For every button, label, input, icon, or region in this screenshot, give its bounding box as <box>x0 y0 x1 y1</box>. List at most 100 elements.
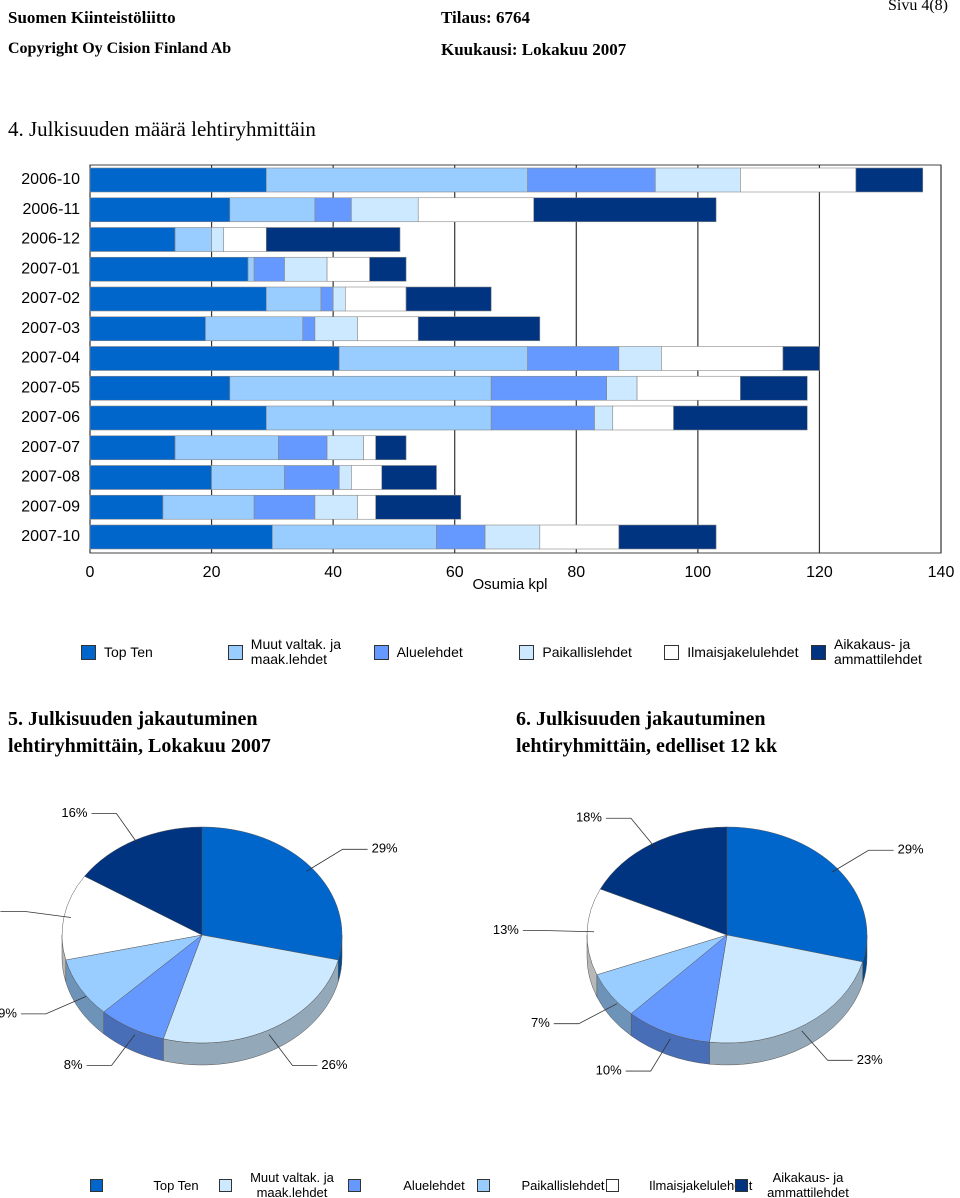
data-label: 23% <box>857 1052 883 1067</box>
bar-segment <box>484 524 541 550</box>
bar-segment <box>229 197 316 223</box>
leader-line <box>831 849 894 873</box>
bar-segment <box>490 375 607 401</box>
bar-segment <box>211 465 285 490</box>
legend-swatch <box>90 1178 103 1192</box>
leader-line <box>91 813 139 846</box>
bar-segment <box>253 494 316 520</box>
bar-segment <box>344 286 407 312</box>
leader-line <box>20 996 87 1015</box>
bar-segment <box>314 316 358 342</box>
bar-segment <box>174 435 279 461</box>
bar-segment <box>265 286 322 312</box>
bar-segment <box>229 375 492 401</box>
section-title: 6. Julkisuuden jakautuminen lehtiryhmitt… <box>516 708 778 757</box>
bar-segment <box>284 256 328 282</box>
y-tick-label: 2006-12 <box>21 231 80 248</box>
bar-segment <box>272 524 437 550</box>
bar-segment <box>618 524 717 550</box>
y-tick-label: 2007-10 <box>21 528 80 545</box>
bar-segment <box>205 316 304 342</box>
bar-segment <box>278 435 328 461</box>
bar-segment <box>381 465 437 490</box>
bar-segment <box>338 465 352 490</box>
leader-line <box>605 817 657 849</box>
order: Tilaus: 6764 <box>441 8 530 27</box>
legend-item: Paikallislehdet <box>519 643 664 660</box>
bar-segment <box>740 375 808 401</box>
legend-swatch <box>735 1178 748 1192</box>
leader-line <box>522 930 595 933</box>
legend-item: Aikakaus- ja ammattilehdet <box>735 1170 864 1198</box>
x-tick-label: 140 <box>928 564 955 581</box>
legend-swatch <box>219 1178 232 1192</box>
bar-segment <box>89 286 267 312</box>
bar-segment <box>89 435 176 461</box>
bar-segment <box>375 435 407 461</box>
x-axis-label: Osumia kpl <box>472 576 547 593</box>
legend-item: Top Ten <box>90 1178 219 1193</box>
bar-segment <box>332 286 346 312</box>
org: Suomen Kiinteistöliitto <box>8 8 176 27</box>
bar-segment <box>265 405 492 431</box>
bar-segment <box>89 197 231 223</box>
legend-label: Top Ten <box>104 643 153 660</box>
data-label: 29% <box>372 841 398 856</box>
bar-segment <box>351 197 419 223</box>
bar-segment <box>247 256 255 282</box>
bar-segment <box>284 465 340 490</box>
bar-segment <box>89 316 206 342</box>
legend: Top Ten Muut valtak. ja maak.lehdet Aluele… <box>81 636 941 668</box>
legend-label: Paikallislehdet <box>542 643 632 660</box>
bar-segment <box>211 227 225 252</box>
leader-line <box>86 1034 136 1066</box>
y-tick-label: 2007-02 <box>21 290 80 307</box>
bar-segment <box>357 316 419 342</box>
bar-segment <box>89 346 340 371</box>
bar-segment <box>436 524 486 550</box>
legend-item: Muut valtak. ja maak.lehdet <box>219 1170 348 1198</box>
y-tick-label: 2007-09 <box>21 498 80 515</box>
bar-segment <box>855 167 924 193</box>
bar-segment <box>636 375 741 401</box>
data-label: 16% <box>61 805 87 820</box>
bar-segment <box>357 494 376 520</box>
bar-segment <box>314 197 352 223</box>
y-tick-label: 2007-05 <box>21 379 80 396</box>
bar-segment <box>223 227 267 252</box>
y-tick-label: 2007-04 <box>21 350 80 367</box>
section-title: 5. Julkisuuden jakautuminen lehtiryhmitt… <box>8 708 271 757</box>
bar-segment <box>594 405 614 431</box>
y-tick-label: 2007-07 <box>21 439 80 456</box>
bar-segment <box>89 524 273 550</box>
bar-segment <box>265 227 401 252</box>
legend: Top Ten Muut valtak. ja maak.lehdet Aluele… <box>90 1170 950 1198</box>
bar-segment <box>782 346 820 371</box>
x-tick-label: 60 <box>446 564 464 581</box>
bar-segment <box>490 405 595 431</box>
x-tick-label: 120 <box>806 564 833 581</box>
bar-segment <box>314 494 358 520</box>
legend-label: Paikallislehdet <box>521 1177 605 1193</box>
bar-segment <box>417 316 541 342</box>
legend-item: Aluelehdet <box>348 1178 477 1193</box>
copyright: Copyright Oy Cision Finland Ab <box>8 40 232 57</box>
legend-label: Aikakaus- ja ammattilehdet <box>833 636 922 667</box>
page-number: Sivu 4(8) <box>888 0 948 14</box>
legend-item: Aikakaus- ja ammattilehdet <box>810 636 941 667</box>
y-tick-label: 2007-08 <box>21 469 80 486</box>
bar-segment <box>174 227 212 252</box>
bar-segment <box>302 316 316 342</box>
bar-segment <box>527 167 656 193</box>
bar-segment <box>326 435 364 461</box>
data-label: 29% <box>898 842 924 857</box>
legend-label: Aluelehdet <box>396 643 463 660</box>
pie-slice <box>630 934 728 1043</box>
y-tick-label: 2007-01 <box>21 260 80 277</box>
bar-segment <box>740 167 857 193</box>
bar-segment <box>338 346 528 371</box>
y-tick-label: 2007-03 <box>21 320 80 337</box>
leader-line <box>0 911 71 918</box>
leader-line <box>553 1003 618 1025</box>
bar-segment <box>351 465 383 490</box>
